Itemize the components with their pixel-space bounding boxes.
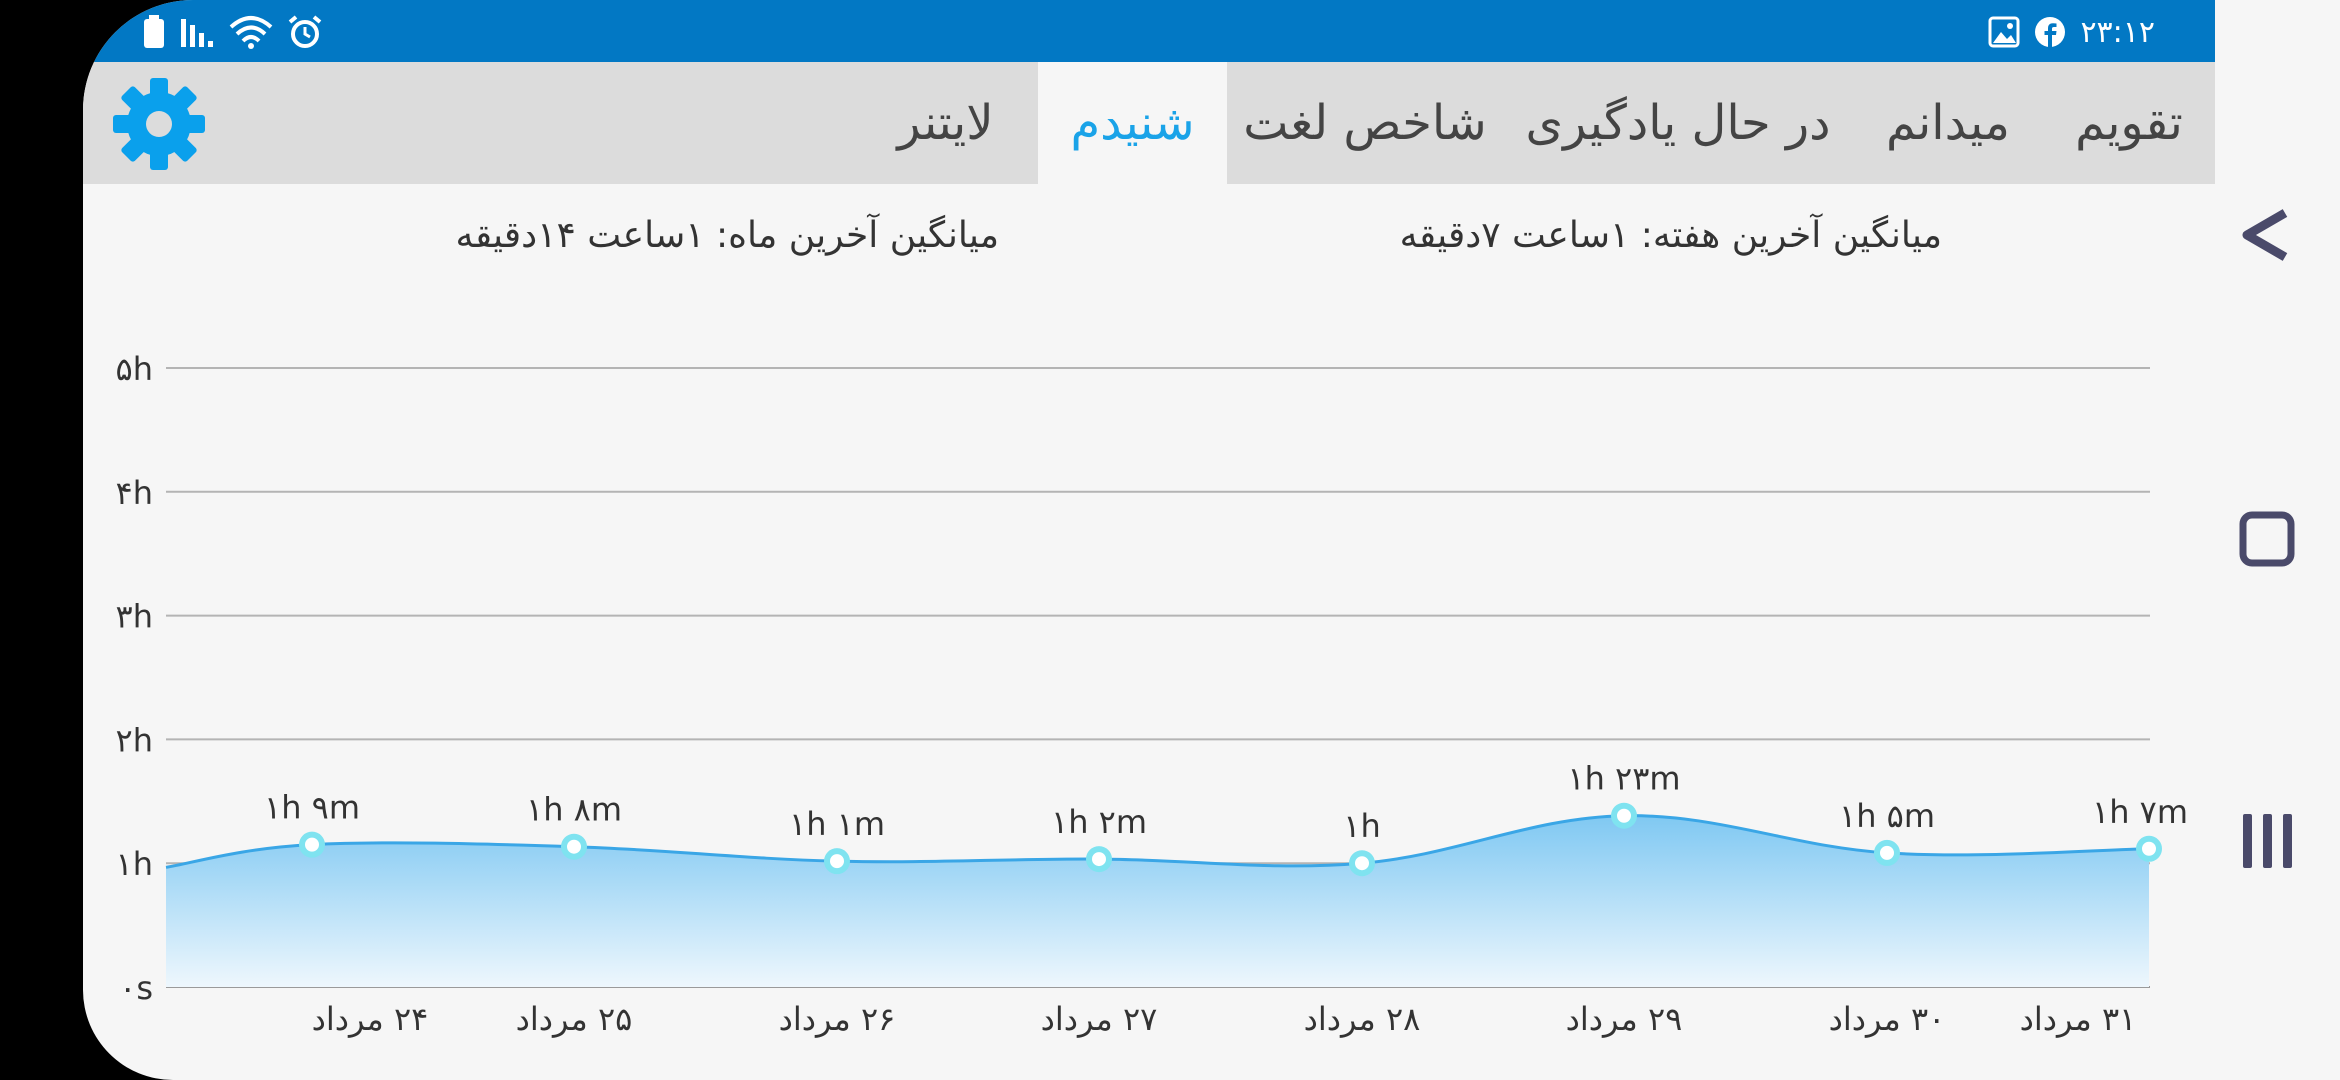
y-tick-label: ۲h [116, 721, 153, 759]
data-point [824, 848, 850, 875]
gear-icon[interactable] [111, 76, 207, 172]
x-tick-label: ۲۵ مرداد [516, 1000, 633, 1038]
x-tick-label: ۳۰ مرداد [1829, 1000, 1946, 1038]
status-bar: ۲۳:۱۲ [83, 0, 2215, 62]
battery-icon [144, 15, 164, 48]
status-left [143, 12, 323, 52]
data-label: ۱h ۸m [526, 791, 622, 829]
home-icon[interactable] [2238, 510, 2296, 568]
app-screen: ۲۳:۱۲ تقویم میدانم در حال یادگیری شاخص ل… [83, 0, 2215, 1080]
facebook-icon [2035, 17, 2066, 47]
data-label: ۱h ۷m [2092, 793, 2188, 831]
tab-leitner[interactable]: لایتنر [897, 95, 994, 151]
x-tick-label: ۳۱ مرداد [2020, 1000, 2137, 1038]
data-label: ۱h ۹m [264, 789, 360, 827]
recents-icon[interactable] [2239, 812, 2297, 870]
data-label: ۱h ۵m [1839, 797, 1935, 835]
wifi-icon [229, 16, 273, 49]
data-point [2136, 835, 2162, 862]
signal-icon [181, 19, 213, 47]
tab-known[interactable]: میدانم [1885, 95, 2011, 151]
x-tick-label: ۲۷ مرداد [1041, 1000, 1158, 1038]
y-tick-label: ۱h [116, 845, 153, 883]
x-tick-label: ۲۶ مرداد [779, 1000, 896, 1038]
tab-bar: تقویم میدانم در حال یادگیری شاخص لغت شنی… [83, 62, 2215, 184]
data-point [1874, 839, 1900, 866]
y-tick-label: ۳h [116, 598, 153, 636]
tab-calendar[interactable]: تقویم [2075, 95, 2183, 151]
listening-time-chart: ۱h ۹m ۱h ۸m ۱h ۱m ۱h ۲m ۱h ۱h ۲۳m ۱h ۵m ۱h ۷m ۰… [116, 350, 2188, 1038]
status-time: ۲۳:۱۲ [2080, 14, 2155, 50]
alarm-icon [288, 15, 322, 48]
data-label: ۱h ۱m [789, 805, 885, 843]
y-tick-label: ۰s [119, 969, 153, 1007]
status-right: ۲۳:۱۲ [1988, 12, 2155, 52]
area-fill [166, 815, 2149, 987]
data-label: ۱h [1343, 807, 1380, 845]
tab-heard[interactable]: شنیدم [1038, 62, 1227, 184]
data-label: ۱h ۲m [1051, 803, 1147, 841]
data-point [561, 833, 587, 860]
image-icon [1988, 16, 2020, 48]
data-point [1349, 850, 1375, 877]
series-line [165, 814, 2150, 869]
x-tick-label: ۲۴ مرداد [312, 1000, 429, 1038]
data-point [299, 831, 325, 858]
data-label: ۱h ۲۳m [1567, 760, 1680, 798]
x-tick-label: ۲۸ مرداد [1304, 1000, 1421, 1038]
back-icon[interactable] [2235, 205, 2295, 265]
week-average: میانگین آخرین هفته: ۱ساعت ۷دقیقه [1399, 215, 1942, 256]
y-tick-label: ۴h [116, 474, 153, 512]
x-tick-label: ۲۹ مرداد [1566, 1000, 1683, 1038]
tab-learning[interactable]: در حال یادگیری [1525, 95, 1831, 151]
data-point [1086, 846, 1112, 873]
data-point [1611, 802, 1637, 829]
month-average: میانگین آخرین ماه: ۱ساعت ۱۴دقیقه [455, 215, 999, 256]
y-tick-label: ۵h [116, 350, 153, 388]
navigation-bar [2215, 0, 2340, 1080]
tab-word-index[interactable]: شاخص لغت [1243, 95, 1487, 151]
